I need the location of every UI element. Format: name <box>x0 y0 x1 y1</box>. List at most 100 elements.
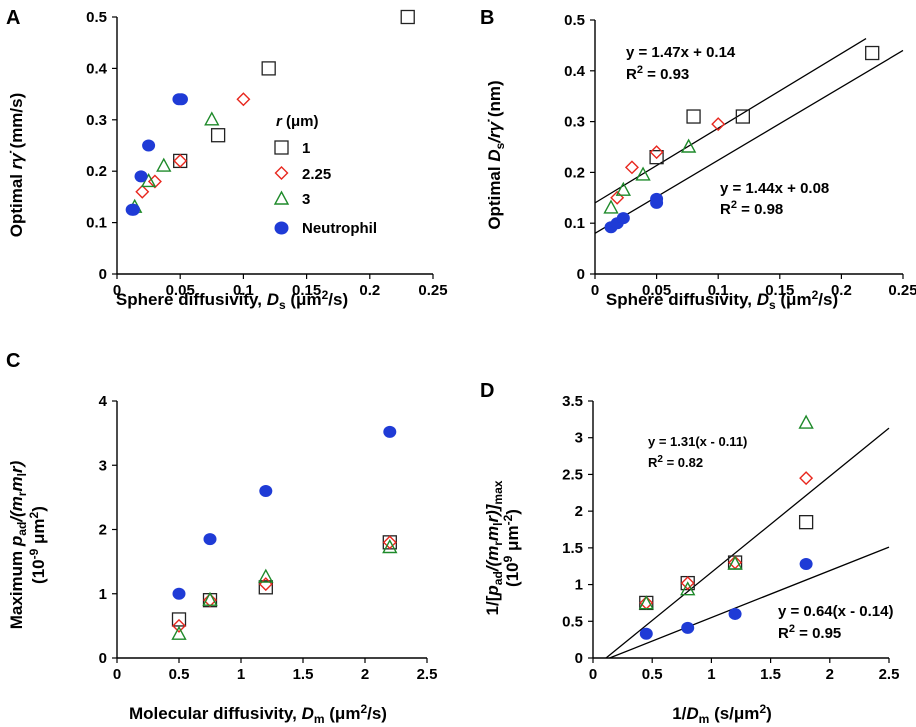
panel-b-fit2-r2: R2 = 0.98 <box>720 199 783 218</box>
legend-title: r (μm) <box>276 113 319 130</box>
square-point <box>649 150 664 165</box>
panel-a-legend: r (μm) 1 2.25 3 Neutrophil <box>273 113 377 237</box>
fit-line-1 <box>605 427 890 659</box>
panel-b-xlabel: Sphere diffusivity, Ds (μm2/s) <box>606 288 838 312</box>
square-point <box>735 109 750 124</box>
diamond-point <box>173 153 188 168</box>
square-point <box>258 580 273 595</box>
panel-d-ylabel-line2: (109 μm-2) <box>501 509 522 587</box>
legend-marker-2-25 <box>274 166 289 180</box>
diamond-point <box>711 117 726 132</box>
panel-d-fit2-r2: R2 = 0.95 <box>778 623 841 642</box>
x-tick-label: 0 <box>113 666 121 683</box>
diamond-point <box>799 471 814 486</box>
panel-c-axes: 0 0.5 1 1.5 2 2.5 0 1 2 3 4 <box>99 393 438 683</box>
panel-b-fits <box>594 38 904 234</box>
y-tick-label: 0.5 <box>562 613 583 630</box>
circle-point <box>616 212 630 225</box>
panel-a-marks <box>125 9 415 216</box>
panel-d-fit1-r2: R2 = 0.82 <box>648 454 703 470</box>
triangle-point <box>635 166 651 181</box>
diamond-point <box>649 145 664 160</box>
panel-a-ylabel: Optimal rγ̇ (mm/s) <box>7 93 26 238</box>
x-tick-label: 2 <box>361 666 369 683</box>
y-tick-label: 1.5 <box>562 540 583 557</box>
y-tick-label: 0 <box>577 266 585 283</box>
y-tick-label: 0.4 <box>564 63 586 80</box>
legend-label-2-25: 2.25 <box>302 166 331 183</box>
y-tick-label: 0 <box>99 266 107 283</box>
triangle-point <box>680 138 697 153</box>
diamond-point <box>236 92 251 107</box>
square-point <box>865 45 880 61</box>
triangle-point <box>727 555 743 570</box>
square-point <box>639 595 654 611</box>
square-point <box>261 61 276 76</box>
panel-b-letter: B <box>480 7 494 29</box>
x-tick-label: 0.05 <box>166 282 195 299</box>
panel-d-fit1-eq: y = 1.31(x - 0.11) <box>648 434 747 449</box>
x-tick-label: 1.5 <box>293 666 314 683</box>
panel-d-xlabel: 1/Dm (s/μm2) <box>672 702 772 726</box>
diamond-point <box>203 593 217 608</box>
circle-point <box>259 484 273 497</box>
diamond-point <box>624 160 639 175</box>
diamond-point <box>639 595 654 610</box>
x-tick-label: 0.1 <box>708 282 729 299</box>
panel-b-fit2-eq: y = 1.44x + 0.08 <box>720 180 829 197</box>
circle-point <box>639 627 653 640</box>
x-tick-label: 0 <box>113 282 121 299</box>
y-tick-label: 0.4 <box>86 60 108 77</box>
diamond-point <box>135 184 150 199</box>
panel-b-ylabel: Optimal Ds/rγ̇ (nm) <box>485 80 507 229</box>
diamond-point <box>172 618 186 633</box>
x-tick-label: 1.5 <box>760 666 781 683</box>
x-tick-label: 0.2 <box>359 282 380 299</box>
y-tick-label: 0 <box>575 650 583 667</box>
triangle-point <box>202 591 218 606</box>
square-point <box>210 128 226 143</box>
x-tick-label: 0.5 <box>642 666 663 683</box>
y-tick-label: 0.2 <box>86 163 107 180</box>
triangle-point <box>382 539 398 554</box>
x-tick-label: 2.5 <box>879 666 900 683</box>
panel-d-ylabel-line1: 1/[pad/(mrmlr)]max <box>483 480 505 615</box>
panel-b-fit1-r2: R2 = 0.93 <box>626 64 689 83</box>
y-tick-label: 0 <box>99 650 107 667</box>
x-tick-label: 1 <box>237 666 245 683</box>
diamond-point <box>258 577 273 592</box>
legend-marker-1 <box>274 140 289 155</box>
y-tick-label: 3.5 <box>562 393 583 410</box>
panel-c-ylabel-line2: (10-9 μm2) <box>27 506 48 584</box>
x-tick-label: 0 <box>591 282 599 299</box>
legend-label-1: 1 <box>302 140 310 157</box>
circle-point <box>172 587 186 600</box>
y-tick-label: 0.3 <box>86 112 107 129</box>
panel-b-axes: 0 0.05 0.1 0.15 0.2 0.25 0 0.1 0.2 0.3 0.4 0.5 <box>564 12 916 299</box>
triangle-point <box>258 568 274 583</box>
x-tick-label: 0.5 <box>169 666 190 683</box>
triangle-point <box>798 414 814 429</box>
y-tick-label: 4 <box>99 393 108 410</box>
y-tick-label: 1 <box>99 586 107 603</box>
y-tick-label: 0.1 <box>564 215 585 232</box>
x-tick-label: 2.5 <box>417 666 438 683</box>
panel-d-axes: 0 0.5 1 1.5 2 2.5 0 0.5 1 1.5 2 2.5 3 3.5 <box>562 393 899 683</box>
circle-point <box>799 558 813 571</box>
circle-point <box>126 203 140 216</box>
circle-point <box>203 533 217 546</box>
panel-d-letter: D <box>480 380 494 402</box>
panel-a: A 0 0.05 0.1 0.15 0.2 0.25 0 0.1 0.2 0.3 0.4 0.5 r … <box>6 7 448 312</box>
x-tick-label: 0.05 <box>642 282 671 299</box>
triangle-point <box>171 625 187 640</box>
square-point <box>798 515 814 530</box>
panel-b: B 0 0.05 0.1 0.15 0.2 0.25 0 0.1 0.2 0.3 0.4 0.5 y … <box>480 7 916 312</box>
y-tick-label: 0.5 <box>564 12 585 29</box>
fit-line-2 <box>594 49 904 234</box>
circle-point <box>134 170 148 183</box>
circle-point <box>681 621 695 634</box>
fit-line-1 <box>594 38 867 204</box>
panel-c-marks <box>171 425 398 640</box>
x-tick-label: 2 <box>826 666 834 683</box>
